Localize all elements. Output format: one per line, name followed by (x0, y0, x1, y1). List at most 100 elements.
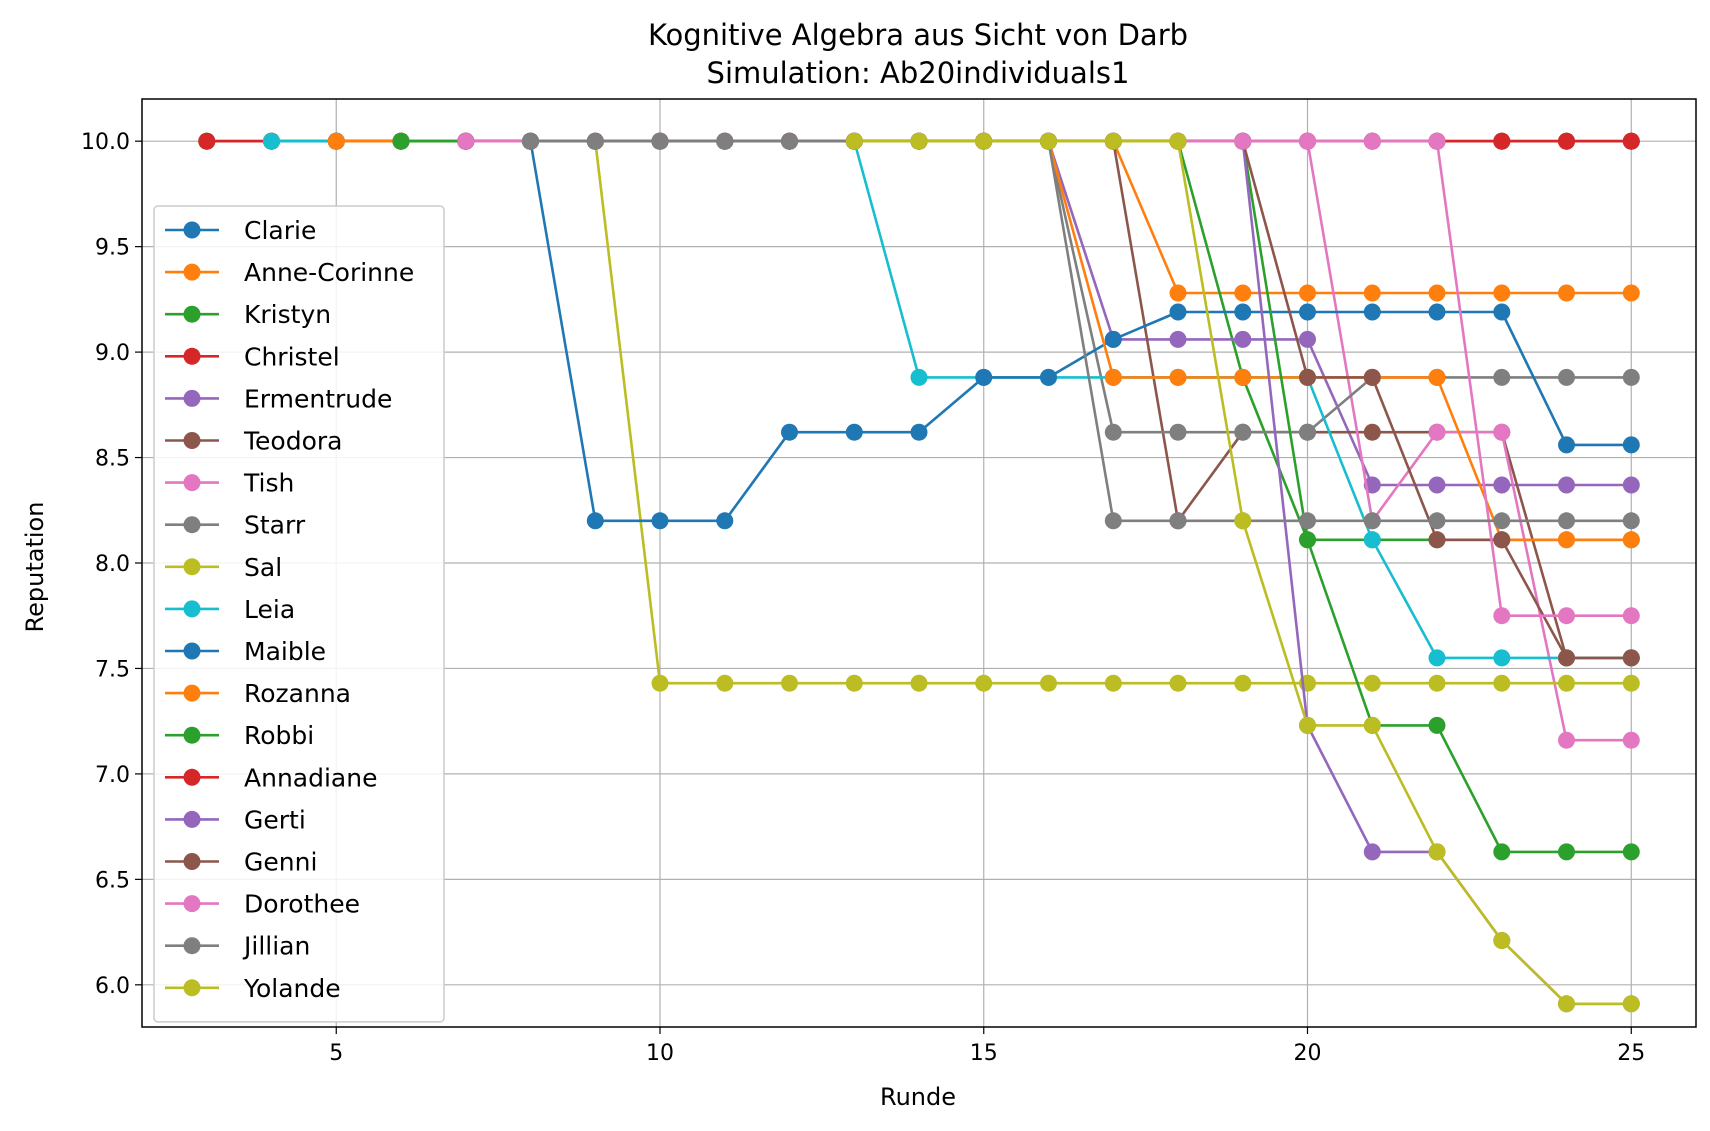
legend-label: Clarie (244, 216, 316, 245)
data-point (910, 132, 928, 150)
data-point (1299, 303, 1316, 321)
y-tick-label: 10.0 (81, 130, 130, 155)
legend-label: Yolande (243, 974, 341, 1003)
data-point (1363, 716, 1381, 734)
data-point (910, 368, 928, 386)
data-point (1428, 716, 1446, 734)
data-point (1234, 368, 1252, 386)
data-point (1493, 368, 1511, 386)
chart-subtitle: Simulation: Ab20individuals1 (707, 56, 1130, 90)
data-point (1234, 674, 1252, 692)
data-point (1493, 303, 1511, 321)
data-point (1299, 330, 1316, 348)
legend-item: Robbi (165, 721, 314, 750)
data-point (1622, 368, 1640, 386)
data-point (716, 674, 734, 692)
legend-item: Gerti (165, 805, 306, 834)
legend-label: Ermentrude (244, 384, 392, 413)
legend-marker (183, 853, 201, 870)
data-point (1622, 436, 1640, 454)
data-point (1234, 330, 1252, 348)
data-point (327, 132, 345, 150)
data-point (1428, 843, 1446, 861)
data-point (1493, 674, 1511, 692)
data-point (1169, 303, 1187, 321)
data-point (522, 132, 539, 150)
data-point (1428, 674, 1446, 692)
data-point (1234, 512, 1252, 530)
data-point (586, 132, 604, 150)
legend-item: Annadiane (165, 763, 377, 792)
legend-label: Leia (244, 595, 295, 624)
series-line (530, 139, 1632, 523)
data-point (1169, 132, 1187, 150)
legend-label: Sal (244, 553, 282, 582)
legend-label: Anne-Corinne (244, 258, 414, 287)
data-point (1558, 649, 1575, 667)
data-point (1558, 132, 1575, 150)
data-point (845, 423, 863, 441)
data-point (586, 512, 604, 530)
legend-label: Maible (244, 637, 326, 666)
legend-item: Rozanna (165, 679, 351, 708)
data-point (1104, 330, 1122, 348)
legend-marker (183, 432, 201, 449)
data-point (845, 132, 863, 150)
series-yolande (845, 132, 1640, 1013)
legend-item: Christel (165, 342, 340, 371)
data-point (1493, 607, 1511, 625)
data-point (1428, 132, 1446, 150)
legend-label: Rozanna (244, 679, 351, 708)
data-point (651, 132, 669, 150)
data-point (651, 674, 669, 692)
data-point (1558, 512, 1575, 530)
legend-marker (183, 516, 201, 534)
data-point (1622, 649, 1640, 667)
legend-marker (183, 684, 201, 702)
x-axis-label: Runde (880, 1083, 956, 1111)
data-point (1622, 731, 1640, 749)
data-point (1428, 303, 1446, 321)
y-tick-label: 7.0 (95, 763, 130, 788)
data-point (1493, 423, 1511, 441)
data-point (1363, 132, 1381, 150)
data-point (1234, 132, 1252, 150)
legend-label: Annadiane (244, 763, 377, 792)
data-point (1363, 843, 1381, 861)
legend-marker (183, 263, 201, 281)
legend-label: Christel (244, 342, 340, 371)
legend-item: Maible (165, 637, 326, 666)
data-point (1558, 531, 1575, 549)
x-tick-label: 10 (646, 1041, 674, 1066)
data-point (1622, 512, 1640, 530)
data-point (1299, 512, 1316, 530)
data-point (1169, 512, 1187, 530)
data-point (1493, 476, 1511, 494)
data-point (1622, 607, 1640, 625)
legend-marker (183, 558, 201, 576)
data-point (975, 674, 993, 692)
data-point (1363, 423, 1381, 441)
data-point (1493, 649, 1511, 667)
legend-item: Yolande (165, 974, 341, 1003)
legend-item: Genni (165, 848, 317, 877)
data-point (1558, 436, 1575, 454)
legend-label: Genni (244, 848, 317, 877)
data-point (1169, 423, 1187, 441)
legend-item: Anne-Corinne (165, 258, 414, 287)
data-point (1104, 423, 1122, 441)
data-point (198, 132, 216, 150)
legend-item: Starr (165, 511, 306, 540)
data-point (1622, 674, 1640, 692)
data-point (1428, 423, 1446, 441)
plot-series (198, 132, 1640, 1013)
data-point (651, 512, 669, 530)
y-tick-label: 8.5 (95, 447, 130, 472)
data-point (1558, 476, 1575, 494)
data-point (1104, 132, 1122, 150)
data-point (781, 132, 798, 150)
legend-label: Teodora (243, 427, 342, 456)
data-point (1299, 284, 1316, 302)
data-point (1104, 512, 1122, 530)
data-point (1299, 531, 1316, 549)
